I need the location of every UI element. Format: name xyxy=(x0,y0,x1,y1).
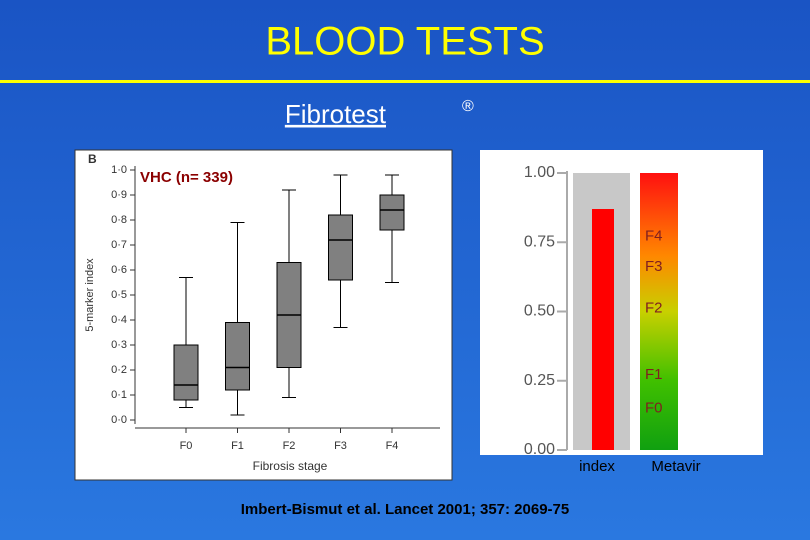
y-tick-label: 0·3 xyxy=(111,339,127,351)
metavir-label: F0 xyxy=(645,399,663,416)
y-tick-label: 0·1 xyxy=(111,389,127,401)
annotation: VHC (n= 339) xyxy=(140,169,233,186)
bar xyxy=(640,173,678,450)
x-tick-label: F2 xyxy=(283,440,296,452)
box xyxy=(328,214,353,281)
y-axis-label: 5-marker index xyxy=(84,258,96,332)
x-tick-label: F4 xyxy=(386,440,399,452)
x-tick-label: F3 xyxy=(334,440,347,452)
y-tick-label: 0·6 xyxy=(111,264,127,276)
y-tick-label: 0·9 xyxy=(111,189,127,201)
metavir-label: F3 xyxy=(645,258,663,275)
bar xyxy=(592,209,614,450)
metavir-label: F4 xyxy=(645,228,663,245)
subtitle-mark: ® xyxy=(462,98,474,115)
panel-label: B xyxy=(88,152,97,166)
y-tick-label: 1.00 xyxy=(524,164,555,181)
y-tick-label: 0·8 xyxy=(111,214,127,226)
metavir-label: F1 xyxy=(645,366,663,383)
box xyxy=(173,344,199,401)
y-tick-label: 0·4 xyxy=(111,314,127,326)
subtitle: Fibrotest xyxy=(285,99,387,129)
y-tick-label: 0·5 xyxy=(111,289,127,301)
box xyxy=(379,194,405,231)
x-tick-label: F0 xyxy=(180,440,193,452)
title-rule xyxy=(0,80,810,83)
x-tick-label: index xyxy=(579,458,615,475)
slide-title: BLOOD TESTS xyxy=(265,20,544,64)
y-tick-label: 0.00 xyxy=(524,441,555,458)
y-tick-label: 0.25 xyxy=(524,372,555,389)
citation: Imbert-Bismut et al. Lancet 2001; 357: 2… xyxy=(241,501,569,518)
y-tick-label: 0·7 xyxy=(111,239,127,251)
x-axis-label: Fibrosis stage xyxy=(253,459,328,473)
y-tick-label: 0.75 xyxy=(524,233,555,250)
y-tick-label: 0.50 xyxy=(524,303,555,320)
y-tick-label: 1·0 xyxy=(111,164,127,176)
y-tick-label: 0·2 xyxy=(111,364,127,376)
metavir-label: F2 xyxy=(645,300,663,317)
x-tick-label: Metavir xyxy=(651,458,700,475)
x-tick-label: F1 xyxy=(231,440,244,452)
y-tick-label: 0·0 xyxy=(111,414,127,426)
box xyxy=(225,322,250,391)
